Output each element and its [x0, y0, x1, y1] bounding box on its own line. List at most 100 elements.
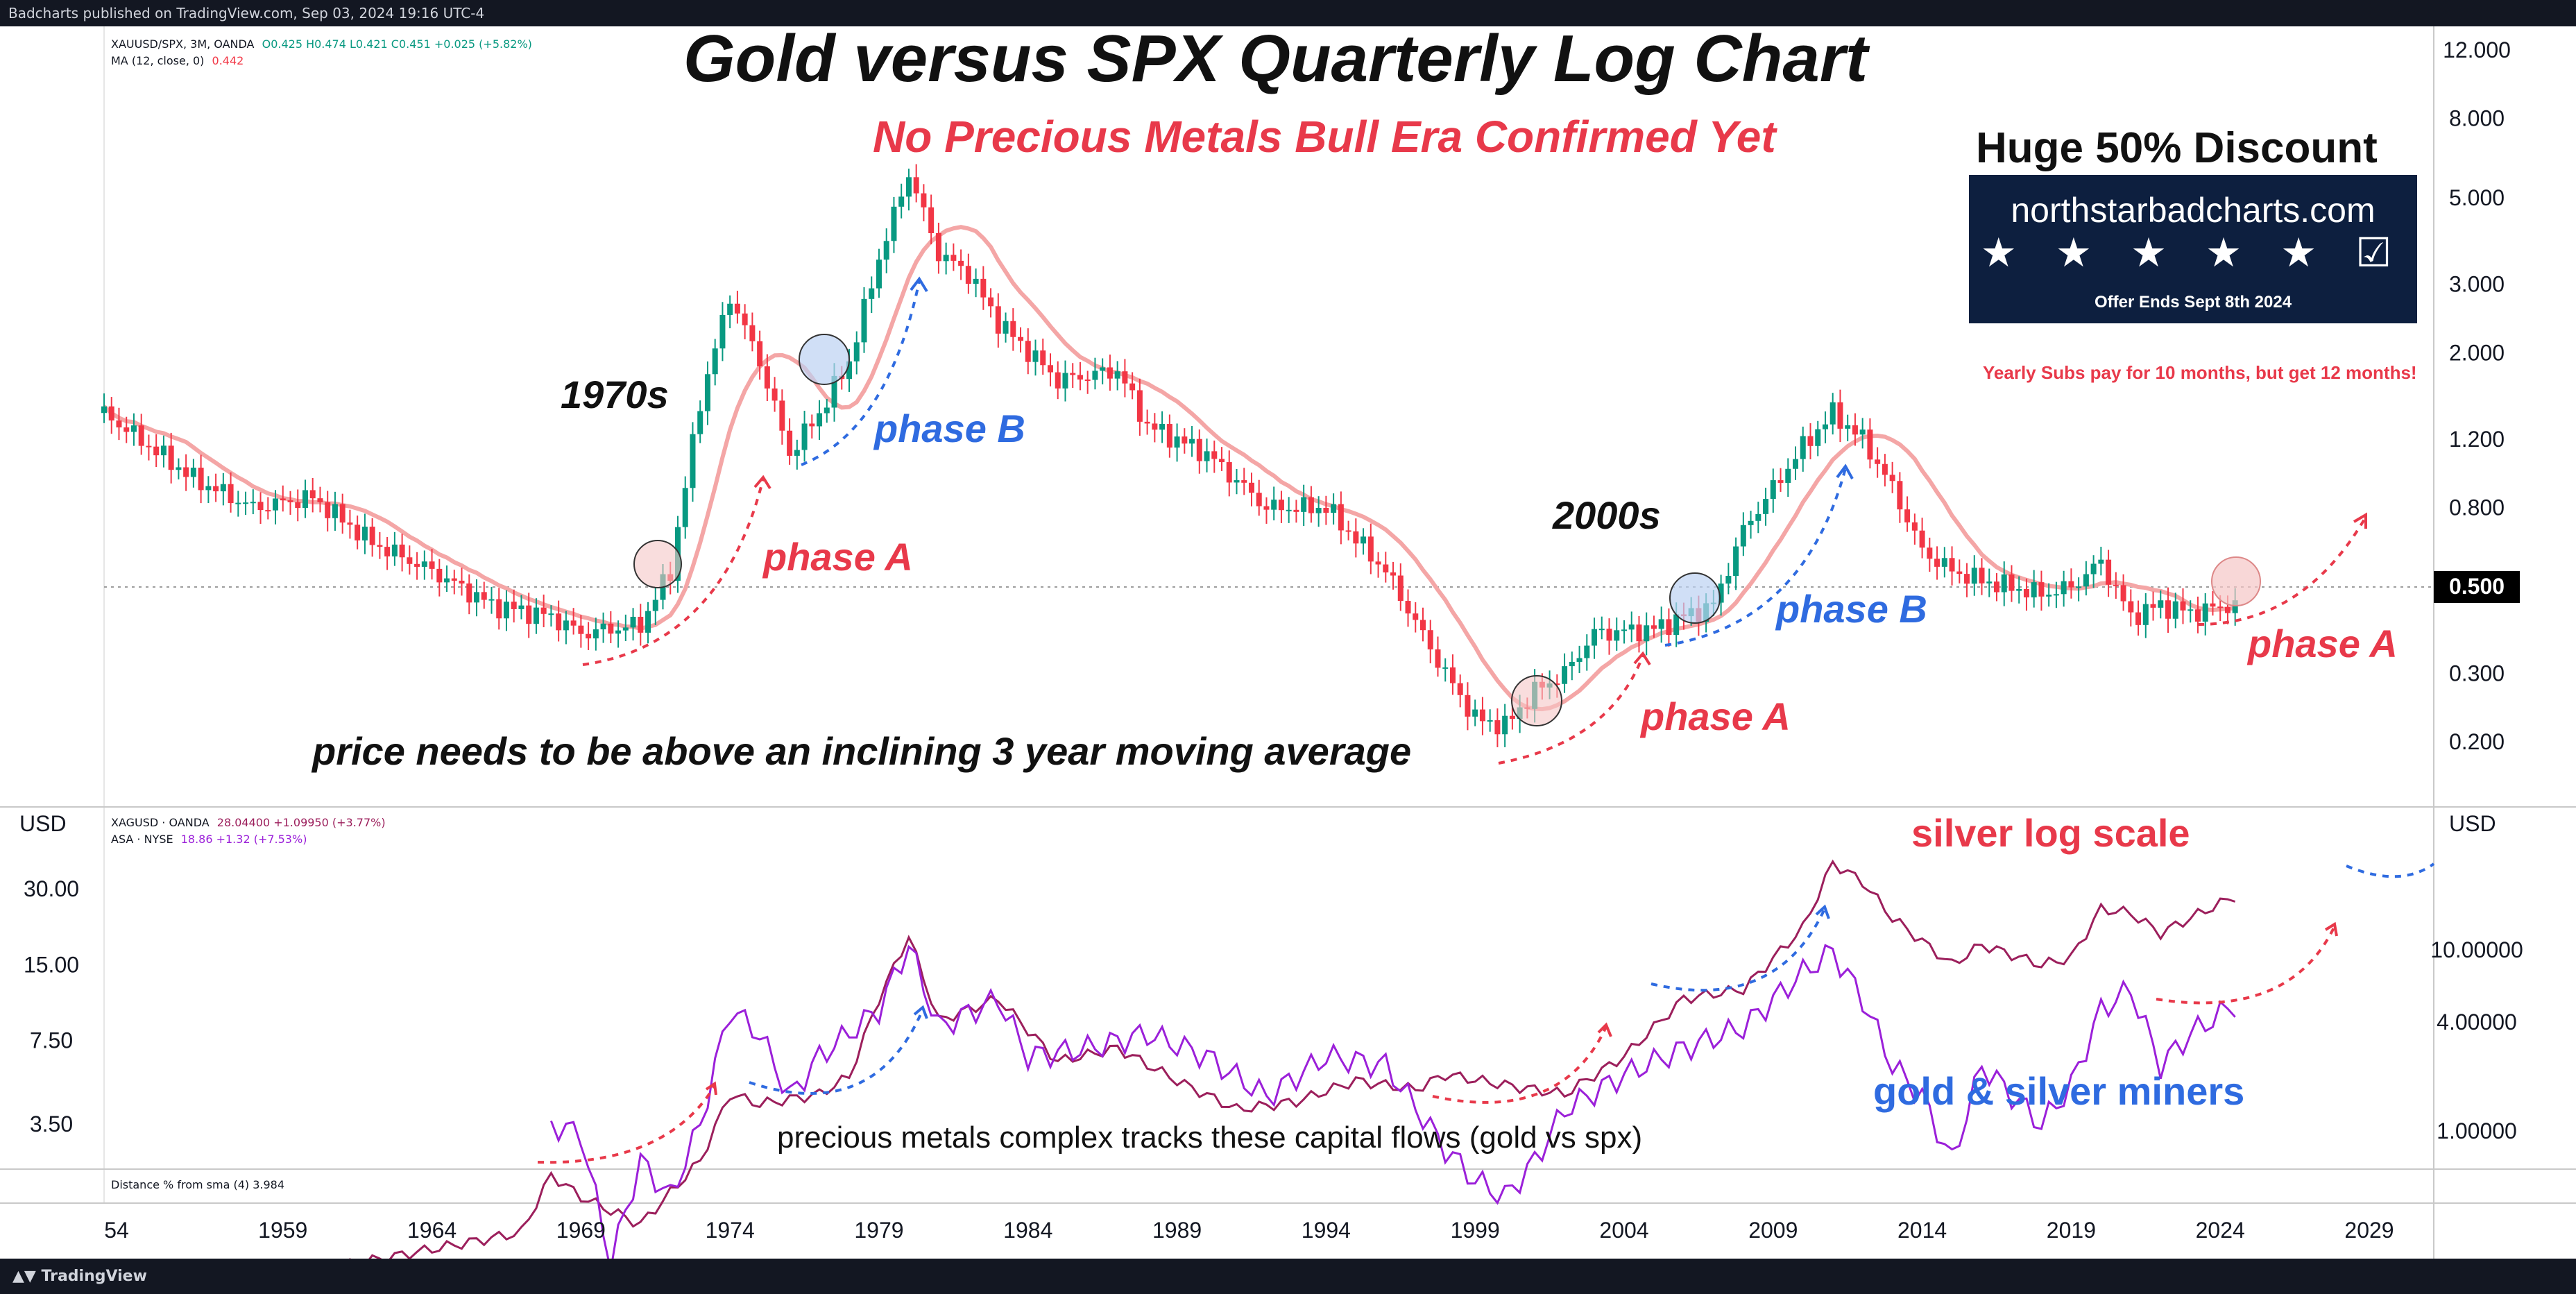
legend-ma-name: MA (12, close, 0) [111, 54, 205, 67]
promo-banner[interactable]: northstarbadcharts.com ★ ★ ★ ★ ★ ☑ Offer… [1969, 175, 2417, 323]
candle-body [1793, 459, 1799, 469]
candle-body [183, 467, 189, 477]
phase-a-circle-2002 [1511, 675, 1562, 726]
y-tick-label: 8.000 [2449, 106, 2505, 131]
moving-average-note: price needs to be above an inclining 3 y… [312, 729, 1412, 773]
candle-body [1897, 481, 1903, 510]
candle-body [205, 486, 212, 491]
candle-body [1502, 715, 1508, 735]
candle-body [935, 233, 941, 262]
promo-site[interactable]: northstarbadcharts.com [2011, 191, 2375, 230]
candle-body [2165, 600, 2172, 619]
candle-body [540, 607, 547, 614]
candle-body [1562, 666, 1568, 684]
arrowhead-3 [1633, 651, 1651, 666]
candle-body [160, 445, 167, 456]
candle-body [1598, 629, 1605, 631]
x-tick-label: 1989 [1152, 1218, 1202, 1243]
arrowhead-5 [2353, 512, 2367, 529]
label-1970s: 1970s [561, 373, 669, 416]
candle-body [1241, 480, 1247, 483]
y-tick-label: 0.300 [2449, 661, 2505, 686]
candle-body [1993, 581, 1999, 593]
candle-body [444, 578, 450, 583]
candle-body [2142, 604, 2149, 625]
candle-body [302, 490, 308, 509]
candle-body [1904, 509, 1911, 522]
legend-asa-name: ASA · NYSE [111, 833, 173, 846]
legend-asa: ASA · NYSE 18.86 +1.32 (+7.53%) [111, 833, 307, 846]
candle-body [1554, 683, 1560, 686]
candle-body [526, 605, 532, 624]
candle-body [1286, 509, 1292, 511]
candle-body [361, 527, 368, 540]
candle-body [436, 568, 443, 583]
y-tick-label: 5.000 [2449, 185, 2505, 210]
candle-body [1435, 649, 1441, 668]
candle-body [809, 423, 815, 427]
candle-body [407, 557, 413, 564]
candle-body [779, 400, 785, 431]
chart-title: Gold versus SPX Quarterly Log Chart [683, 22, 1868, 96]
x-tick-label: 1984 [1003, 1218, 1052, 1243]
label-phase-b-1970s: phase B [874, 407, 1025, 450]
candle-body [570, 620, 577, 626]
legend-xag: XAGUSD · OANDA 28.04400 +1.09950 (+3.77%… [111, 816, 386, 829]
x-tick-label: 1979 [854, 1218, 903, 1243]
candle-body [1234, 480, 1240, 483]
y-tick-label-left: 7.50 [30, 1028, 73, 1053]
label-2000s: 2000s [1553, 493, 1661, 537]
candle-body [1941, 558, 1947, 567]
candle-body [2150, 604, 2156, 608]
candle-body [1606, 629, 1612, 641]
candle-body [682, 488, 688, 527]
arrow-phase-b-1970s [801, 280, 921, 466]
candle-body [496, 599, 502, 619]
candles-layer [101, 164, 2238, 747]
candle-body [130, 425, 137, 432]
candle-body [1859, 429, 1866, 435]
candle-body [220, 484, 226, 492]
candle-body [2187, 609, 2194, 611]
arrowhead-7 [913, 1005, 928, 1019]
candle-body [1934, 559, 1940, 567]
candle-body [1182, 436, 1188, 444]
last-value-badge [2434, 571, 2520, 603]
arrow-bottom-next-red [2156, 926, 2336, 1005]
y-axis-ticks: 12.000 8.000 5.000 3.000 2.000 1.200 0.800 0.30… [24, 37, 2523, 1143]
candle-body [1956, 571, 1963, 574]
candle-body [1136, 390, 1143, 422]
candle-body [600, 623, 606, 630]
candle-body [622, 627, 629, 631]
candle-body [973, 278, 979, 284]
candle-body [1487, 720, 1493, 722]
candle-body [1010, 321, 1016, 337]
x-tick-label: 2029 [2344, 1218, 2394, 1243]
candle-body [1397, 575, 1404, 602]
candle-body [1174, 436, 1180, 448]
candle-body [265, 510, 271, 512]
candle-body [2068, 581, 2074, 588]
candle-body [1576, 658, 1583, 662]
candle-body [891, 206, 897, 241]
candle-body [1166, 424, 1172, 448]
candle-body [2008, 574, 2015, 591]
candle-body [2083, 574, 2089, 587]
candle-body [1755, 513, 1762, 521]
legend-ma-value: 0.442 [212, 54, 244, 67]
candle-body [2158, 600, 2164, 608]
candle-body [228, 484, 234, 504]
legend-top-symbol: XAUUSD/SPX, 3M, OANDA [111, 37, 255, 51]
candle-body [1763, 499, 1769, 514]
y-tick-label-left: 30.00 [24, 876, 79, 901]
candle-body [1159, 424, 1166, 430]
candle-body [1055, 372, 1061, 389]
x-tick-label: 2014 [1897, 1218, 1947, 1243]
x-tick-label: 1969 [556, 1218, 606, 1243]
y-tick-label: 12.000 [2443, 37, 2511, 62]
candle-body [1308, 497, 1314, 513]
y-tick-label: 2.000 [2449, 340, 2505, 365]
candle-body [481, 592, 487, 600]
legend-xag-value: 28.04400 +1.09950 (+3.77%) [216, 816, 386, 829]
candle-body [1427, 630, 1433, 649]
